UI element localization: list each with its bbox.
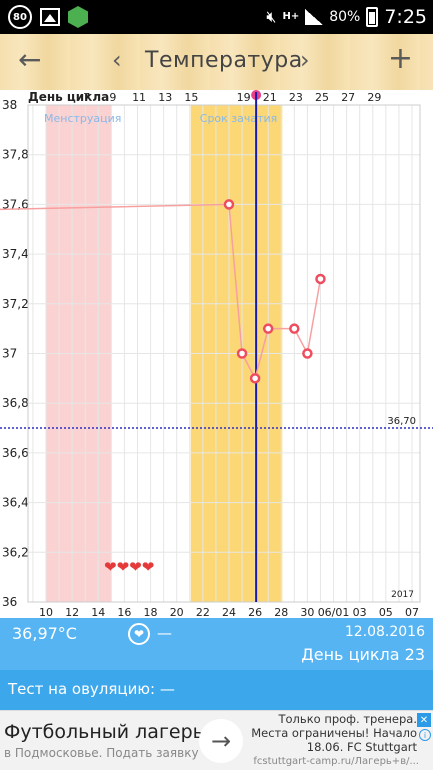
previous-chevron-icon[interactable]: ‹: [112, 46, 122, 74]
ad-subtitle[interactable]: в Подмосковье. Подать заявку: [4, 746, 199, 760]
y-tick-label: 37,6: [2, 197, 29, 211]
bottom-tick-label: 26: [248, 606, 262, 618]
temperature-point: [236, 348, 248, 359]
notification-count-badge: 80: [8, 5, 32, 29]
ovulation-test-label: Тест на овуляцию: —: [8, 680, 175, 698]
bottom-tick-label: 28: [274, 606, 288, 618]
bottom-tick-label: 03: [353, 606, 367, 618]
top-tick-label: 15: [184, 91, 198, 104]
heart-value: —: [157, 624, 172, 642]
top-tick-label: 25: [315, 91, 329, 104]
bottom-tick-label: 30: [300, 606, 314, 618]
page-title: Температура: [145, 48, 303, 73]
temperature-point: [249, 373, 261, 384]
bottom-tick-label: 18: [144, 606, 158, 618]
ovulation-test-bar[interactable]: Тест на овуляцию: —: [0, 670, 433, 710]
day-info-bar: 36,97°C ❤ — 12.08.2016 День цикла 23: [0, 618, 433, 670]
top-tick-label: 11: [132, 91, 146, 104]
intercourse-hearts: ❤❤❤❤: [104, 558, 154, 576]
top-tick-label: 7: [83, 91, 90, 104]
top-axis-title: День цикла: [28, 90, 109, 104]
mute-icon: 🔇︎: [266, 7, 277, 26]
bottom-tick-label: 07: [405, 606, 419, 618]
top-tick-label: 29: [367, 91, 381, 104]
y-tick-label: 36,6: [2, 446, 29, 460]
status-bar-right: 🔇︎ H+ 80% 7:25: [266, 0, 427, 34]
heart-icon[interactable]: ❤: [128, 623, 150, 645]
status-bar: 80 🔇︎ H+ 80% 7:25: [0, 0, 433, 34]
network-type: H+: [282, 11, 300, 22]
status-bar-left: 80: [8, 5, 88, 29]
y-tick-label: 37,4: [2, 247, 29, 261]
band-label-menstruation: Менструация: [44, 112, 121, 125]
band-label-fertile: Срок зачатия: [200, 112, 278, 125]
plot-border: [27, 104, 421, 603]
clock: 7:25: [384, 6, 427, 28]
bottom-tick-label: 22: [196, 606, 210, 618]
top-tick-label: 21: [263, 91, 277, 104]
ad-title[interactable]: Футбольный лагерь: [4, 721, 204, 743]
year-label: 2017: [391, 590, 414, 600]
bottom-tick-label: 20: [170, 606, 184, 618]
temperature-point: [302, 348, 313, 359]
bottom-tick-label: 12: [65, 606, 79, 618]
y-tick-label: 37,2: [2, 297, 29, 311]
ad-arrow-icon[interactable]: →: [199, 719, 243, 763]
bottom-tick-label: 05: [379, 606, 393, 618]
y-tick-label: 36: [2, 595, 17, 609]
y-tick-label: 36,2: [2, 545, 29, 559]
temperature-chart[interactable]: 38 37,8 37,6 37,4 37,2 37 36,8 36,6 36,4 36,2 36 Ме…: [0, 90, 433, 618]
coverline-label: 36,70: [387, 416, 416, 427]
bottom-tick-label: 24: [222, 606, 236, 618]
add-plus-icon[interactable]: +: [387, 41, 413, 76]
app-bar: ← ‹ Температура › +: [0, 34, 433, 90]
temperature-point: [223, 199, 235, 210]
battery-percent: 80%: [329, 9, 361, 25]
battery-icon: [366, 7, 379, 27]
y-tick-label: 38: [2, 98, 17, 112]
gallery-icon: [40, 8, 60, 26]
cycle-day-label: День цикла 23: [301, 645, 425, 664]
top-tick-label: 27: [341, 91, 355, 104]
ad-url[interactable]: fcstuttgart-camp.ru/Лагерь+в/...: [253, 756, 419, 767]
top-tick-label: 9: [109, 91, 116, 104]
app-notification-icon: [68, 6, 88, 28]
back-arrow-icon[interactable]: ←: [18, 43, 42, 76]
next-chevron-icon[interactable]: ›: [300, 46, 310, 74]
bottom-tick-label: 10: [39, 606, 53, 618]
y-tick-label: 37: [2, 347, 17, 361]
top-tick-label: 19: [237, 91, 251, 104]
y-tick-label: 36,8: [2, 396, 29, 410]
top-tick-label: 13: [158, 91, 172, 104]
signal-icon: [305, 9, 324, 25]
temperature-point: [315, 273, 326, 285]
y-tick-label: 36,4: [2, 496, 29, 510]
ad-text-line-3: 18.06. FC Stuttgart: [306, 740, 417, 754]
temperature-chart-svg[interactable]: 38 37,8 37,6 37,4 37,2 37 36,8 36,6 36,4 36,2 36 Ме…: [0, 90, 433, 618]
bottom-tick-label: 16: [117, 606, 131, 618]
ad-text-line-1: Только проф. тренера.: [278, 712, 418, 726]
top-tick-label: 23: [289, 91, 303, 104]
y-tick-label: 37,8: [2, 148, 29, 162]
bottom-tick-label: 06/01: [318, 606, 350, 618]
bottom-tick-label: 14: [91, 606, 105, 618]
ad-text-line-2: Места ограничены! Начало: [251, 726, 417, 740]
ad-banner[interactable]: Футбольный лагерь в Подмосковье. Подать …: [0, 710, 433, 770]
ad-info-icon[interactable]: i: [419, 729, 431, 741]
temperature-point: [262, 323, 274, 334]
temperature-value: 36,97°C: [12, 624, 77, 643]
ad-close-icon[interactable]: ✕: [417, 713, 431, 727]
selected-date: 12.08.2016: [344, 624, 425, 640]
temperature-point: [289, 323, 300, 334]
